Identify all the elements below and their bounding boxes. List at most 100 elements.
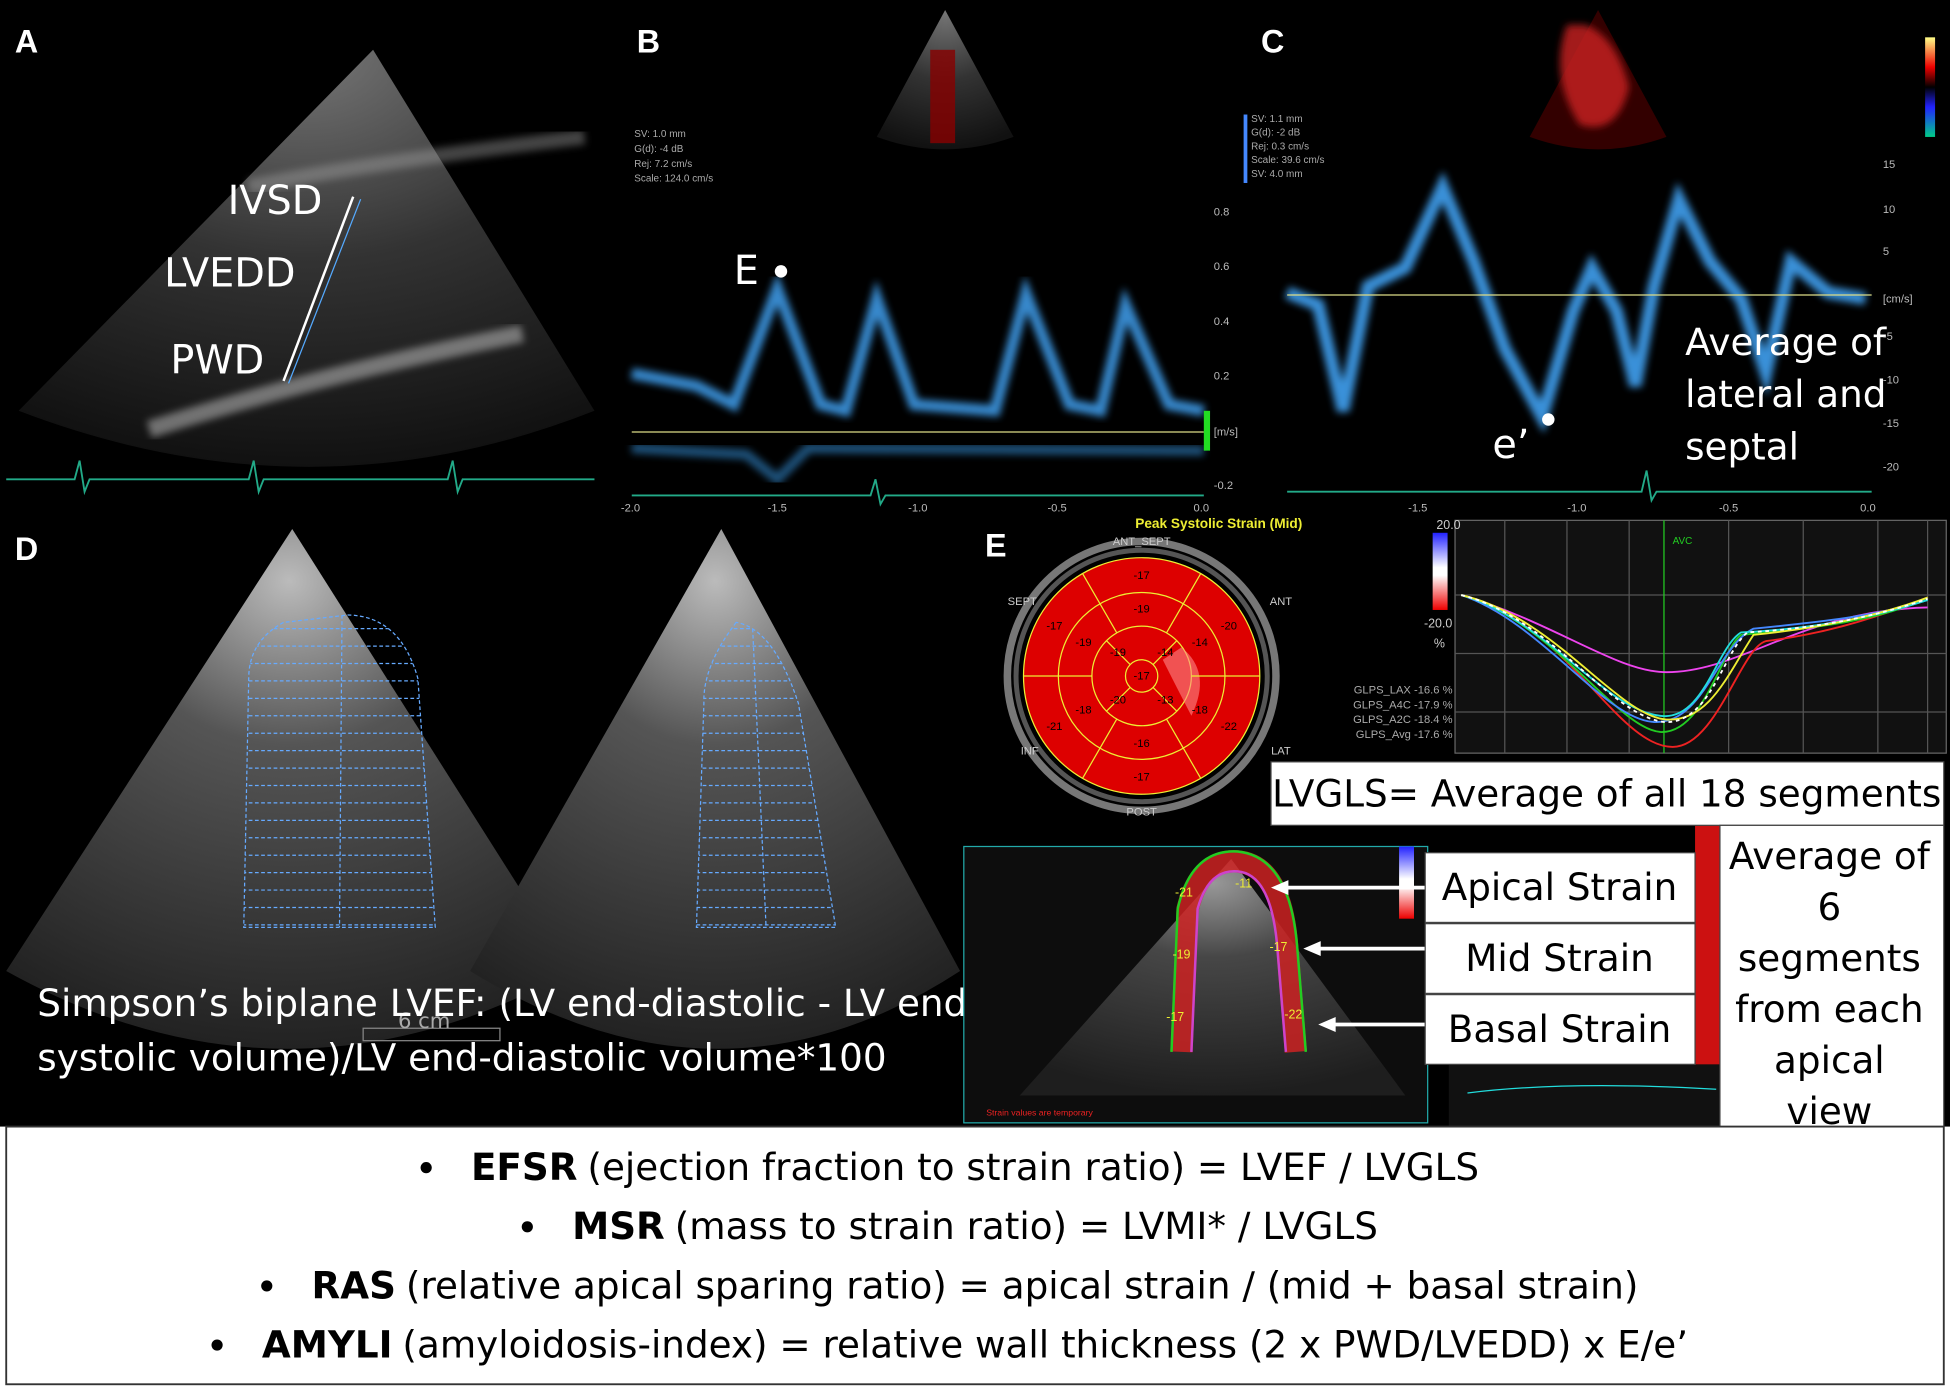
ecg-trace	[1467, 1085, 1717, 1094]
tissue-doppler-waveform	[1284, 171, 1867, 434]
note: Strain values are temporary	[986, 1107, 1093, 1117]
segment-value: -17	[1046, 620, 1062, 632]
color-box	[930, 49, 956, 144]
echo-fan	[18, 49, 595, 467]
lvgls-text: LVGLS= Average of all 18 segments	[1272, 772, 1941, 816]
spoke	[1165, 573, 1202, 634]
setting-text: SV: 4.0 mm	[1251, 169, 1303, 180]
level-box	[1424, 994, 1696, 1065]
strain-region	[1170, 850, 1308, 1053]
measure-line	[282, 196, 355, 382]
y-axis-label: -5	[1883, 331, 1893, 343]
segment-value: -19	[1110, 647, 1126, 659]
panel-c: C e’ Average of lateral and septal	[1243, 9, 1936, 504]
segment-value: -18	[1075, 704, 1091, 716]
formula-definition: (amyloidosis-index) = relative wall thic…	[402, 1322, 1688, 1366]
formula: MSR (mass to strain ratio) = LVMI* / LVGL…	[572, 1204, 1378, 1248]
x-axis-label: -1.5	[768, 503, 787, 515]
setting-text: G(d): -2 dB	[1251, 128, 1300, 139]
y-axis-label: [m/s]	[1214, 427, 1238, 439]
spoke	[1106, 686, 1131, 712]
panel-label: B	[637, 23, 660, 59]
y-axis-label: -20	[1883, 462, 1899, 474]
level-text: Apical Strain	[1442, 865, 1678, 909]
y-axis-label: 5	[1883, 246, 1889, 258]
segment-value: -21	[1046, 721, 1062, 733]
y-axis-label: 15	[1883, 159, 1895, 171]
measure-line	[287, 198, 362, 384]
color-bar	[1432, 532, 1448, 610]
panel-label: A	[15, 23, 38, 59]
annotation: E	[734, 248, 759, 294]
ring	[1124, 659, 1159, 693]
note: Average of	[1685, 320, 1887, 364]
color-bar	[1925, 37, 1936, 137]
x-axis-label: -1.0	[908, 503, 927, 515]
highlight	[1162, 647, 1200, 716]
segment-value: -18	[1192, 704, 1208, 716]
segment-value: -20	[1221, 620, 1237, 632]
strain-curve	[1460, 594, 1928, 723]
ecg-trace	[1287, 470, 1872, 504]
ring	[1003, 537, 1280, 815]
spokes	[1023, 573, 1260, 779]
endocardial-trace	[1190, 870, 1288, 1052]
segment-value: -19	[1134, 603, 1150, 615]
lv-contour	[243, 614, 436, 929]
scale-label: 6 cm	[398, 1008, 450, 1033]
strain-curve	[1461, 594, 1928, 721]
annotation: e’	[1492, 422, 1529, 468]
setting-text: SV: 1.0 mm	[634, 129, 686, 140]
formula-term: MSR	[572, 1204, 665, 1248]
ecg-trace	[631, 478, 1204, 507]
segment-value: -19	[1075, 637, 1091, 649]
panel-label: C	[1261, 23, 1284, 59]
bullseye-title: Peak Systolic Strain (Mid)	[1135, 516, 1302, 531]
setting-text: Rej: 7.2 cm/s	[634, 159, 692, 170]
disc-grid	[243, 614, 436, 928]
setting-text: Scale: 124.0 cm/s	[634, 174, 713, 185]
formula: RAS (relative apical sparing ratio) = api…	[312, 1263, 1639, 1307]
x-axis-label: -0.5	[1719, 503, 1738, 515]
setting-text: Scale: 39.6 cm/s	[1251, 155, 1324, 166]
disc-axis	[751, 622, 767, 928]
ecg-strip	[1448, 1064, 1720, 1127]
doppler-waveform	[630, 272, 1205, 418]
wall-label: ANT_SEPT	[1113, 536, 1171, 548]
y-axis-label: 0.6	[1214, 261, 1230, 273]
segment-value: -19	[1172, 948, 1190, 962]
annotation: LVEDD	[164, 250, 295, 296]
arrows	[1270, 880, 1426, 1032]
bullet	[261, 1280, 273, 1292]
caption: systolic volume)/LV end-diastolic volume…	[37, 1036, 886, 1080]
x-axis-label: 0.0	[1860, 503, 1876, 515]
average-box	[1719, 824, 1945, 1128]
x-axis-label: 0.0	[1194, 503, 1210, 515]
arrow-head	[1318, 1017, 1336, 1032]
marker	[1203, 410, 1211, 451]
average-text: Average of	[1729, 834, 1931, 878]
color-flow	[1559, 24, 1630, 127]
average-text: segments	[1738, 936, 1921, 980]
septum	[247, 129, 586, 195]
segment-value: -22	[1221, 721, 1237, 733]
glps-text: GLPS_A4C -17.9 %	[1353, 699, 1453, 711]
segment-value: -20	[1110, 694, 1126, 706]
colorbar-label: -20.0	[1424, 616, 1452, 630]
panel-label: E	[985, 527, 1007, 563]
panel-a: A IVSD LVEDD PWD	[6, 23, 595, 496]
wall-label: POST	[1126, 806, 1157, 818]
annotation: IVSD	[228, 178, 323, 224]
strain-curve-panel	[1454, 519, 1947, 754]
formula-term: EFSR	[471, 1145, 578, 1189]
panel-d: D 6 cm Simpson’s biplane LVEF: (LV end-d…	[6, 529, 981, 1080]
epicardial-trace	[1170, 850, 1308, 1052]
marker	[1243, 114, 1248, 183]
formula: EFSR (ejection fraction to strain ratio) …	[471, 1145, 1479, 1189]
ring	[1013, 547, 1270, 805]
segment-value: -13	[1157, 694, 1173, 706]
color-bar	[1399, 846, 1414, 919]
annotation: PWD	[170, 337, 264, 383]
spoke	[1152, 686, 1178, 712]
bullet	[420, 1162, 432, 1174]
